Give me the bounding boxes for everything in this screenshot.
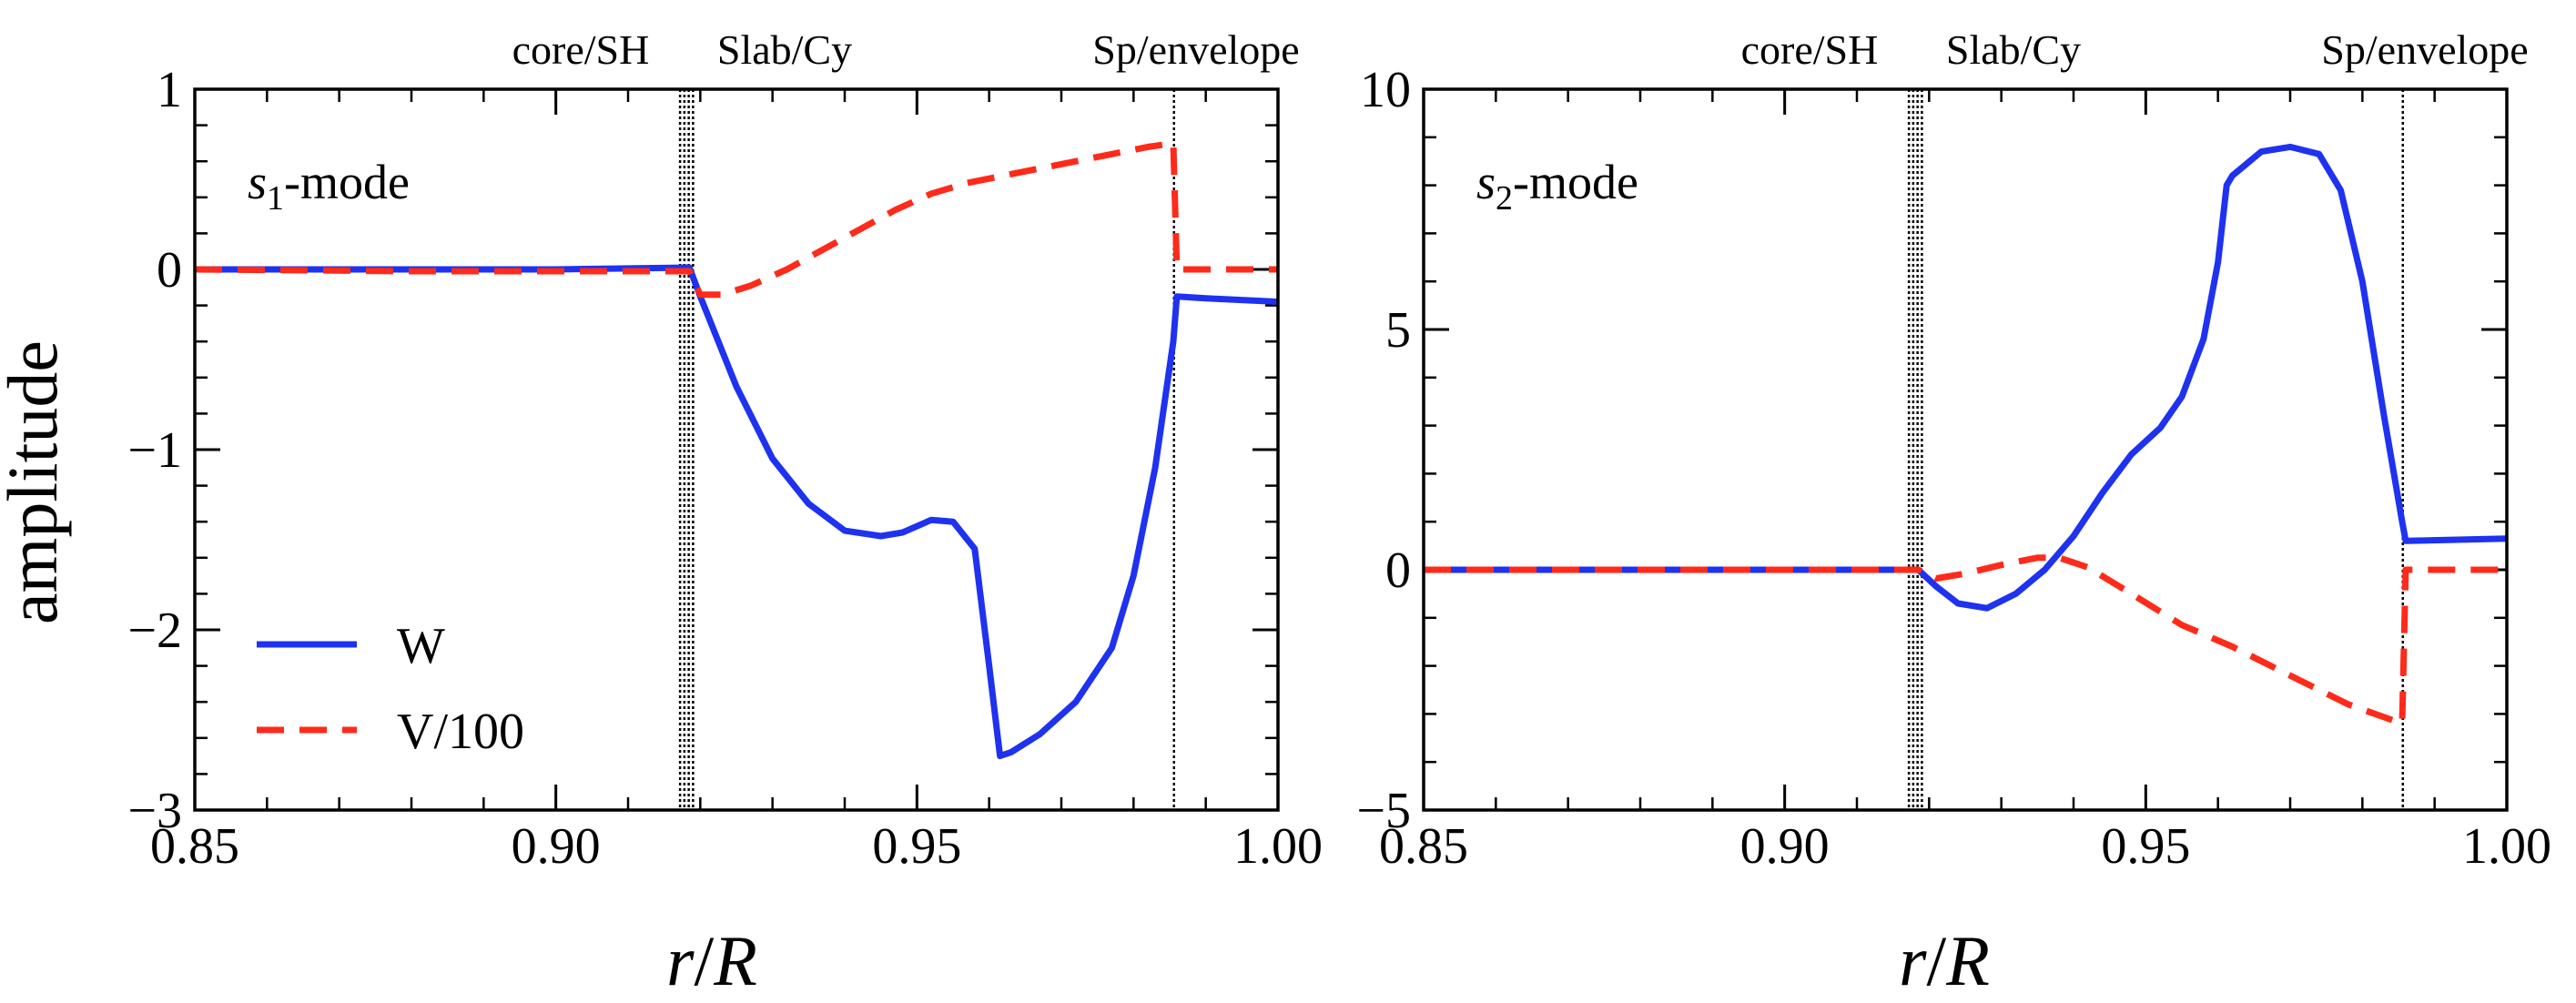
legend-label: W xyxy=(397,618,445,674)
x-label-slash: / xyxy=(695,921,715,1000)
region-label: core/SH xyxy=(512,26,650,73)
series-group xyxy=(195,139,1278,760)
mode-label: s2-mode xyxy=(1476,155,1638,218)
chart-panels: core/SH Slab/Cy Sp/envelope 0.85 0.90 0.95 1.0… xyxy=(127,26,2551,875)
plot-frame xyxy=(1422,87,2509,812)
region-label: Sp/envelope xyxy=(2321,26,2528,73)
x-axis-label-right: r/R xyxy=(1899,921,1990,1000)
y-tick-label: 1 xyxy=(157,62,182,118)
series-line-w xyxy=(1424,143,2507,612)
x-tick-label: 0.85 xyxy=(1379,818,1468,875)
x-tick-label: 1.00 xyxy=(2462,818,2551,875)
region-label: Sp/envelope xyxy=(1092,26,1299,73)
x-tick-label: 0.95 xyxy=(2101,818,2190,875)
legend: W V/100 xyxy=(257,618,524,760)
y-tick-label: 0 xyxy=(1385,542,1411,599)
x-tick-label: 1.00 xyxy=(1233,818,1323,875)
y-axis-label: amplitude xyxy=(0,340,72,624)
x-label-R: R xyxy=(713,921,757,1000)
y-tick-label: −2 xyxy=(127,603,182,659)
x-tick-label: 0.90 xyxy=(512,818,601,875)
y-tick-label: −3 xyxy=(127,783,182,839)
chart-panel-1: core/SH Slab/Cy Sp/envelope 0.85 0.90 0.95 1.0… xyxy=(127,26,1323,875)
x-label-r: r xyxy=(1899,921,1927,1000)
legend-label: V/100 xyxy=(397,704,524,760)
series-group xyxy=(1424,143,2507,727)
x-label-slash: / xyxy=(1927,921,1947,1000)
x-label-r: r xyxy=(666,921,695,1000)
y-tick-label: −1 xyxy=(127,422,182,479)
series-line-w xyxy=(195,264,1278,760)
y-tick-label: 5 xyxy=(1385,302,1411,359)
region-label: core/SH xyxy=(1741,26,1879,73)
x-tick-label: 0.85 xyxy=(150,818,239,875)
x-tick-label: 0.90 xyxy=(1740,818,1830,875)
plot-frame xyxy=(193,87,1280,812)
x-tick-label: 0.95 xyxy=(872,818,961,875)
y-tick-label: 10 xyxy=(1360,62,1411,118)
y-tick-label: −5 xyxy=(1356,783,1411,839)
x-axis-label-left: r/R xyxy=(666,921,757,1000)
mode-label: s1-mode xyxy=(248,155,410,218)
series-line-v100 xyxy=(195,139,1278,299)
region-label: Slab/Cy xyxy=(717,26,852,73)
series-line-v100 xyxy=(1424,554,2507,727)
chart-panel-2: core/SH Slab/Cy Sp/envelope 0.85 0.90 0.95 1.0… xyxy=(1356,26,2551,875)
region-label: Slab/Cy xyxy=(1946,26,2081,73)
x-label-R: R xyxy=(1945,921,1990,1000)
y-tick-label: 0 xyxy=(157,242,182,299)
